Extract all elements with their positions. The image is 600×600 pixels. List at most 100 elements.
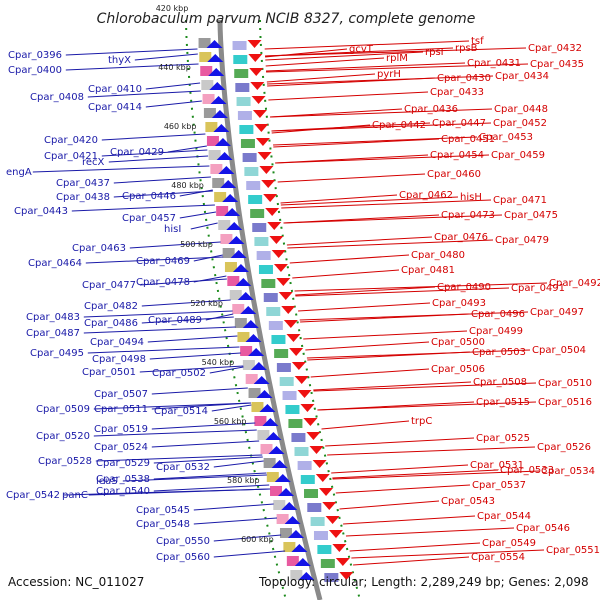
gene-label-minus[interactable]: Cpar_0509 bbox=[36, 404, 90, 415]
gene-label-minus[interactable]: Cpar_0463 bbox=[72, 243, 126, 254]
gene-label-plus[interactable]: Cpar_0436 bbox=[404, 104, 458, 115]
gene-label-minus[interactable]: panC bbox=[62, 490, 88, 501]
gene-label-plus[interactable]: Cpar_0516 bbox=[538, 397, 592, 408]
gene-label-minus[interactable]: Cpar_0550 bbox=[156, 536, 210, 547]
gene-label-plus[interactable]: Cpar_0525 bbox=[476, 433, 530, 444]
gene-label-plus[interactable]: Cpar_0431 bbox=[467, 58, 521, 69]
gene-label-minus[interactable]: Cpar_0528 bbox=[38, 456, 92, 467]
gene-label-plus[interactable]: Cpar_0543 bbox=[441, 496, 495, 507]
gene-label-plus[interactable]: Cpar_0493 bbox=[432, 298, 486, 309]
gene-label-minus[interactable]: Cpar_0519 bbox=[94, 424, 148, 435]
gene-label-minus[interactable]: engA bbox=[6, 167, 32, 178]
gene-label-minus[interactable]: Cpar_0421 bbox=[44, 151, 98, 162]
gene-label-minus[interactable]: Cpar_0495 bbox=[30, 348, 84, 359]
gene-label-minus[interactable]: Cpar_0477 bbox=[82, 280, 136, 291]
gene-label-minus[interactable]: Cpar_0443 bbox=[14, 206, 68, 217]
gene-label-minus[interactable]: Cpar_0502 bbox=[152, 368, 206, 379]
gene-label-minus[interactable]: Cpar_0545 bbox=[136, 505, 190, 516]
gene-label-plus[interactable]: Cpar_0453 bbox=[479, 132, 533, 143]
gene-label-plus[interactable]: Cpar_0451 bbox=[441, 134, 495, 145]
gene-label-plus[interactable]: Cpar_0506 bbox=[431, 364, 485, 375]
gene-label-plus[interactable]: tsf bbox=[471, 36, 484, 47]
gene-label-plus[interactable]: Cpar_0508 bbox=[473, 377, 527, 388]
gene-label-plus[interactable]: Cpar_0452 bbox=[493, 118, 547, 129]
gene-label-minus[interactable]: Cpar_0524 bbox=[94, 442, 148, 453]
gene-label-plus[interactable]: Cpar_0434 bbox=[495, 71, 549, 82]
gene-label-minus[interactable]: leuS bbox=[96, 476, 118, 487]
gene-label-minus[interactable]: Cpar_0548 bbox=[136, 519, 190, 530]
gene-label-minus[interactable]: thyX bbox=[108, 55, 131, 66]
gene-label-minus[interactable]: Cpar_0400 bbox=[8, 65, 62, 76]
gene-label-minus[interactable]: Cpar_0420 bbox=[44, 135, 98, 146]
gene-label-minus[interactable]: Cpar_0396 bbox=[8, 50, 62, 61]
gene-label-minus[interactable]: Cpar_0532 bbox=[156, 462, 210, 473]
gene-label-minus[interactable]: Cpar_0487 bbox=[26, 328, 80, 339]
gene-label-plus[interactable]: Cpar_0526 bbox=[537, 442, 591, 453]
gene-label-minus[interactable]: Cpar_0520 bbox=[36, 431, 90, 442]
gene-label-plus[interactable]: Cpar_0515 bbox=[476, 397, 530, 408]
gene-label-plus[interactable]: Cpar_0490 bbox=[437, 282, 491, 293]
gene-label-minus[interactable]: Cpar_0469 bbox=[136, 256, 190, 267]
gene-label-minus[interactable]: Cpar_0529 bbox=[96, 458, 150, 469]
gene-label-plus[interactable]: Cpar_0481 bbox=[401, 265, 455, 276]
gene-label-plus[interactable]: gcvT bbox=[349, 44, 374, 55]
gene-label-plus[interactable]: Cpar_0534 bbox=[541, 466, 595, 477]
gene-label-plus[interactable]: Cpar_0476 bbox=[434, 232, 488, 243]
gene-label-minus[interactable]: Cpar_0514 bbox=[154, 406, 208, 417]
gene-label-minus[interactable]: recX bbox=[82, 157, 105, 168]
gene-label-minus[interactable]: Cpar_0464 bbox=[28, 258, 82, 269]
gene-label-plus[interactable]: Cpar_0442 bbox=[372, 120, 426, 131]
gene-label-plus[interactable]: Cpar_0551 bbox=[546, 545, 600, 556]
gene-label-plus[interactable]: Cpar_0497 bbox=[530, 307, 584, 318]
gene-label-plus[interactable]: Cpar_0460 bbox=[427, 169, 481, 180]
gene-label-plus[interactable]: Cpar_0531 bbox=[470, 460, 524, 471]
gene-label-plus[interactable]: Cpar_0533 bbox=[500, 465, 554, 476]
gene-label-minus[interactable]: Cpar_0498 bbox=[92, 354, 146, 365]
gene-label-plus[interactable]: Cpar_0554 bbox=[471, 552, 525, 563]
gene-label-plus[interactable]: Cpar_0500 bbox=[431, 337, 485, 348]
gene-label-plus[interactable]: Cpar_0448 bbox=[494, 104, 548, 115]
gene-label-plus[interactable]: Cpar_0480 bbox=[411, 250, 465, 261]
gene-label-plus[interactable]: Cpar_0432 bbox=[528, 43, 582, 54]
gene-label-plus[interactable]: Cpar_0471 bbox=[493, 195, 547, 206]
gene-label-plus[interactable]: pyrH bbox=[377, 69, 401, 80]
gene-label-plus[interactable]: Cpar_0459 bbox=[491, 150, 545, 161]
gene-label-plus[interactable]: Cpar_0503 bbox=[472, 347, 526, 358]
gene-label-plus[interactable]: Cpar_0491 bbox=[511, 283, 565, 294]
gene-label-minus[interactable]: Cpar_0408 bbox=[30, 92, 84, 103]
gene-label-plus[interactable]: hisH bbox=[460, 192, 482, 203]
gene-label-plus[interactable]: Cpar_0504 bbox=[532, 345, 586, 356]
gene-label-plus[interactable]: Cpar_0473 bbox=[441, 210, 495, 221]
gene-label-plus[interactable]: trpC bbox=[411, 416, 432, 427]
gene-label-plus[interactable]: Cpar_0430 bbox=[437, 73, 491, 84]
gene-label-plus[interactable]: Cpar_0492 bbox=[549, 278, 600, 289]
gene-label-plus[interactable]: rplM bbox=[386, 53, 408, 64]
gene-label-plus[interactable]: Cpar_0475 bbox=[504, 210, 558, 221]
gene-label-minus[interactable]: Cpar_0483 bbox=[26, 312, 80, 323]
gene-label-minus[interactable]: Cpar_0438 bbox=[56, 192, 110, 203]
gene-label-minus[interactable]: hisI bbox=[164, 224, 181, 235]
gene-label-minus[interactable]: Cpar_0560 bbox=[156, 552, 210, 563]
gene-label-plus[interactable]: Cpar_0546 bbox=[516, 523, 570, 534]
gene-label-minus[interactable]: Cpar_0494 bbox=[90, 337, 144, 348]
gene-label-plus[interactable]: Cpar_0537 bbox=[472, 480, 526, 491]
gene-label-plus[interactable]: Cpar_0479 bbox=[495, 235, 549, 246]
gene-label-minus[interactable]: Cpar_0414 bbox=[88, 102, 142, 113]
gene-label-minus[interactable]: Cpar_0540 bbox=[96, 486, 150, 497]
gene-label-minus[interactable]: Cpar_0489 bbox=[148, 315, 202, 326]
gene-label-plus[interactable]: Cpar_0544 bbox=[477, 511, 531, 522]
gene-label-minus[interactable]: Cpar_0511 bbox=[94, 404, 148, 415]
gene-label-plus[interactable]: rpsI bbox=[425, 47, 444, 58]
gene-label-minus[interactable]: Cpar_0429 bbox=[110, 147, 164, 158]
gene-label-plus[interactable]: Cpar_0496 bbox=[471, 309, 525, 320]
gene-label-plus[interactable]: rpsB bbox=[455, 43, 478, 54]
gene-label-plus[interactable]: Cpar_0499 bbox=[469, 326, 523, 337]
gene-label-plus[interactable]: Cpar_0462 bbox=[399, 190, 453, 201]
gene-label-minus[interactable]: Cpar_0501 bbox=[82, 367, 136, 378]
gene-label-minus[interactable]: Cpar_0486 bbox=[84, 318, 138, 329]
gene-label-plus[interactable]: Cpar_0510 bbox=[538, 378, 592, 389]
gene-label-plus[interactable]: Cpar_0433 bbox=[430, 87, 484, 98]
gene-label-plus[interactable]: Cpar_0435 bbox=[530, 59, 584, 70]
gene-label-minus[interactable]: Cpar_0410 bbox=[88, 84, 142, 95]
gene-label-minus[interactable]: Cpar_0542 bbox=[6, 490, 60, 501]
